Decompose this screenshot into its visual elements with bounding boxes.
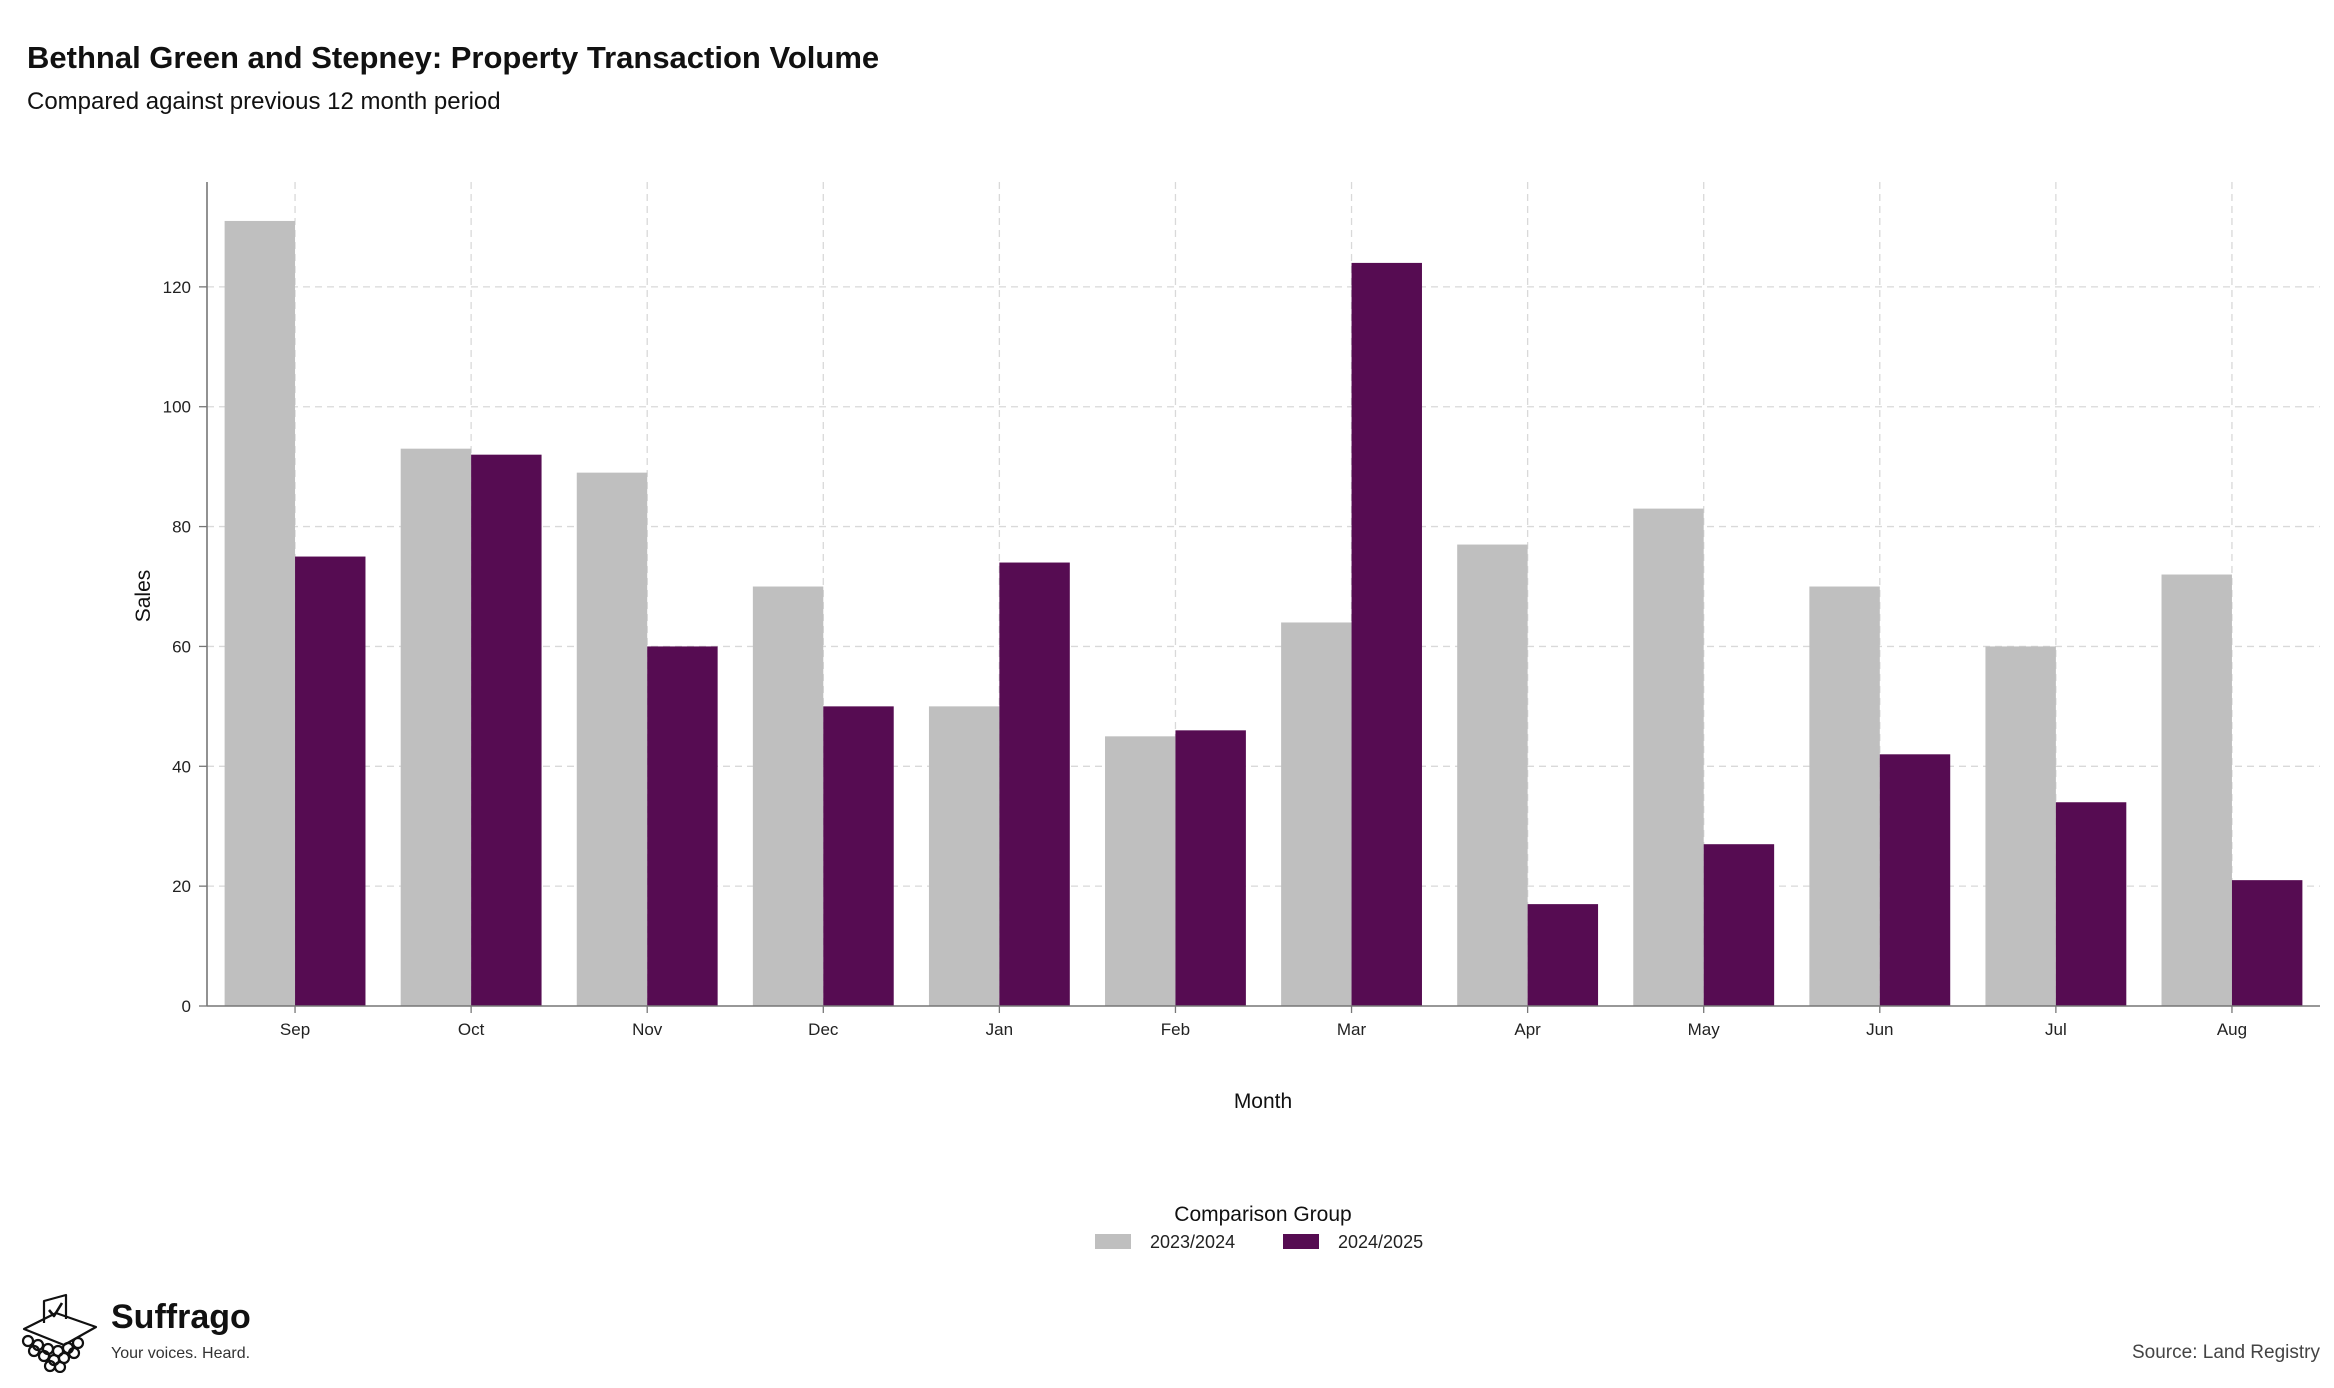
- bar-2024-2025-mar: [1351, 262, 1422, 1006]
- bar-2023-2024-nov: [576, 472, 648, 1006]
- legend-swatch-2023-2024: [1095, 1234, 1131, 1249]
- chart-title: Bethnal Green and Stepney: Property Tran…: [27, 40, 880, 75]
- bar-2024-2025-nov: [647, 646, 718, 1006]
- x-tick-label-may: May: [1688, 1020, 1721, 1039]
- bar-2024-2025-oct: [471, 454, 542, 1007]
- bars-layer: [224, 220, 2303, 1007]
- x-tick-label-jan: Jan: [986, 1020, 1013, 1039]
- suffrago-logo-icon: [21, 1293, 98, 1373]
- bar-2023-2024-may: [1633, 508, 1704, 1006]
- bar-2024-2025-dec: [823, 706, 894, 1006]
- x-tick-label-oct: Oct: [458, 1020, 485, 1039]
- x-tick-label-feb: Feb: [1161, 1020, 1190, 1039]
- legend-swatch-2024-2025: [1283, 1234, 1319, 1249]
- brand-tagline: Your voices. Heard.: [111, 1345, 251, 1362]
- bar-2024-2025-jul: [2055, 802, 2127, 1006]
- x-tick-label-dec: Dec: [808, 1020, 839, 1039]
- y-tick-label: 40: [172, 757, 191, 776]
- bar-2023-2024-jan: [928, 706, 1000, 1006]
- y-tick-label: 120: [163, 278, 191, 297]
- legend-title: Comparison Group: [1174, 1203, 1351, 1226]
- x-tick-label-jun: Jun: [1866, 1020, 1893, 1039]
- x-tick-label-nov: Nov: [632, 1020, 663, 1039]
- x-tick-label-jul: Jul: [2045, 1020, 2067, 1039]
- bar-2024-2025-feb: [1175, 730, 1246, 1006]
- bar-2024-2025-sep: [295, 556, 366, 1006]
- bar-2023-2024-jul: [1985, 646, 2056, 1006]
- bar-2024-2025-jan: [999, 562, 1070, 1006]
- bar-2024-2025-aug: [2231, 880, 2303, 1006]
- bar-2024-2025-jun: [1879, 754, 1951, 1006]
- bar-2023-2024-dec: [752, 586, 824, 1006]
- y-axis-title: Sales: [132, 570, 155, 623]
- legend: Comparison Group 2023/2024 2024/2025: [1095, 1203, 1423, 1252]
- x-tick-label-aug: Aug: [2217, 1020, 2247, 1039]
- bar-2023-2024-feb: [1105, 736, 1176, 1006]
- brand-name: Suffrago: [111, 1298, 251, 1336]
- x-tick-label-apr: Apr: [1514, 1020, 1541, 1039]
- x-tick-label-mar: Mar: [1337, 1020, 1367, 1039]
- bar-2023-2024-apr: [1457, 544, 1528, 1006]
- x-axis-title: Month: [1234, 1090, 1292, 1113]
- x-tick-label-sep: Sep: [280, 1020, 310, 1039]
- bar-2023-2024-sep: [224, 220, 296, 1006]
- chart-subtitle: Compared against previous 12 month perio…: [27, 88, 501, 115]
- source-note: Source: Land Registry: [2132, 1342, 2320, 1363]
- bar-2024-2025-may: [1703, 844, 1775, 1006]
- bar-2023-2024-aug: [2161, 574, 2232, 1006]
- y-tick-label: 100: [163, 398, 191, 417]
- bar-2023-2024-mar: [1281, 622, 1352, 1006]
- bar-2024-2025-apr: [1527, 904, 1599, 1006]
- y-tick-label: 80: [172, 518, 191, 537]
- legend-label-2024-2025: 2024/2025: [1338, 1232, 1423, 1252]
- y-tick-label: 0: [182, 997, 191, 1016]
- axes-layer: [199, 182, 2320, 1013]
- bar-2023-2024-jun: [1809, 586, 1880, 1006]
- ticks-layer: 0 20 40 60 80 100 120 Sep Oct Nov Dec Jan Feb Mar Apr M…: [163, 278, 2247, 1039]
- legend-label-2023-2024: 2023/2024: [1150, 1232, 1235, 1252]
- y-tick-label: 20: [172, 877, 191, 896]
- y-tick-label: 60: [172, 637, 191, 656]
- bar-2023-2024-oct: [400, 448, 472, 1006]
